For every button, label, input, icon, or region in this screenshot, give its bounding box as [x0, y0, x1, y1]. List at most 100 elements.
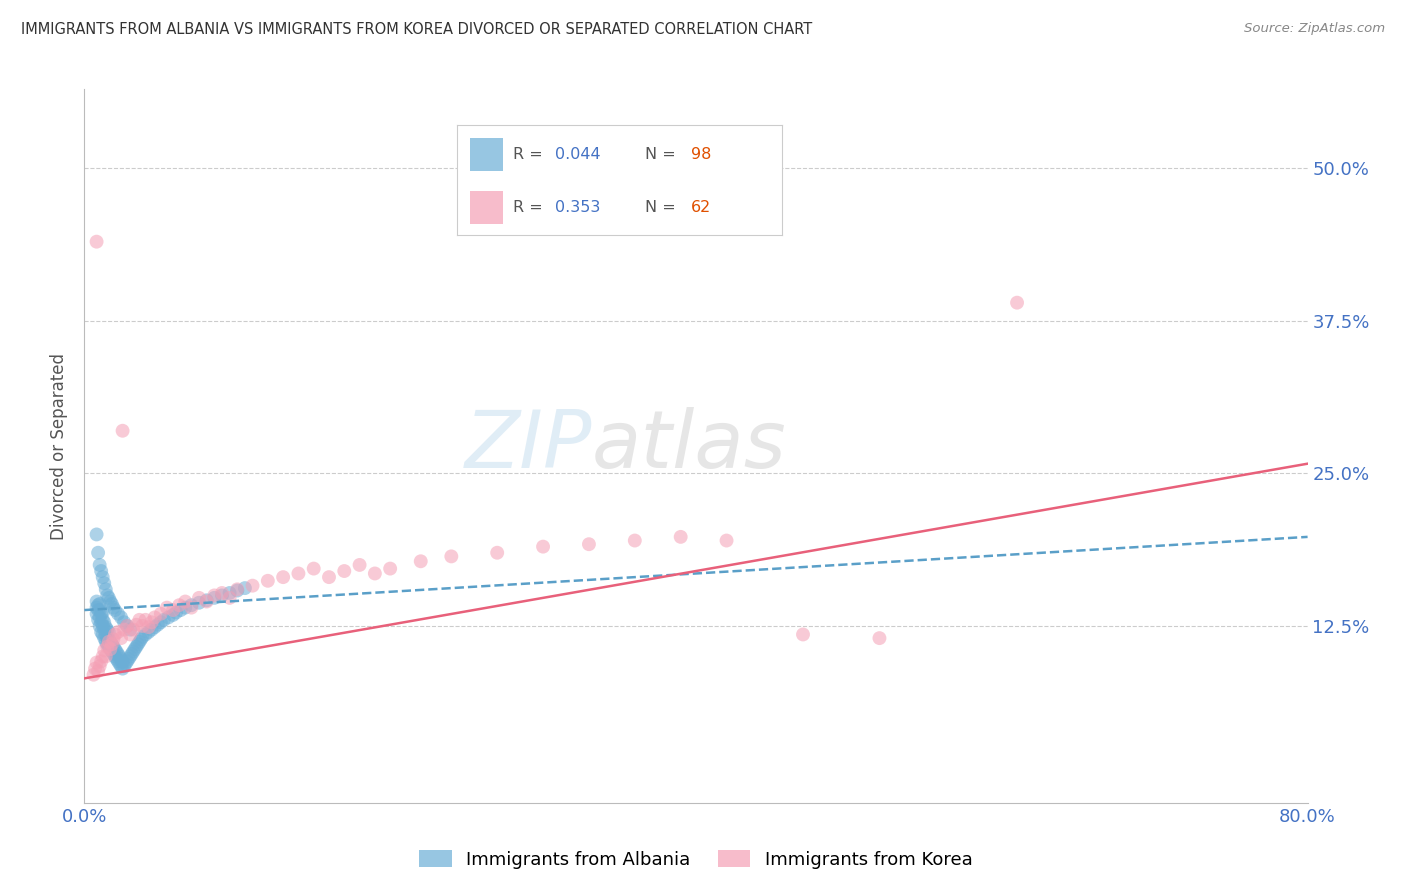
Point — [87, 598, 110, 612]
Point — [170, 603, 193, 617]
Point — [98, 594, 121, 608]
Point — [162, 607, 184, 622]
Point — [624, 533, 647, 548]
Point — [91, 606, 114, 620]
Point — [165, 606, 187, 620]
Point — [97, 591, 120, 605]
Point — [103, 647, 125, 661]
Point — [233, 581, 256, 595]
Point — [112, 615, 135, 630]
Point — [121, 647, 143, 661]
Point — [90, 615, 112, 630]
Point — [486, 546, 509, 560]
Point — [188, 591, 211, 605]
Point — [86, 656, 108, 670]
Point — [242, 579, 264, 593]
Point — [83, 667, 105, 681]
Point — [174, 594, 197, 608]
Point — [90, 654, 112, 668]
Point — [89, 610, 111, 624]
Point — [107, 654, 129, 668]
Point — [104, 649, 127, 664]
Point — [143, 620, 166, 634]
Point — [93, 576, 115, 591]
Point — [202, 589, 225, 603]
Text: IMMIGRANTS FROM ALBANIA VS IMMIGRANTS FROM KOREA DIVORCED OR SEPARATED CORRELATI: IMMIGRANTS FROM ALBANIA VS IMMIGRANTS FR… — [21, 22, 813, 37]
Point — [257, 574, 280, 588]
Point — [101, 637, 124, 651]
Point — [97, 634, 120, 648]
Point — [211, 586, 233, 600]
Point — [89, 603, 111, 617]
Point — [86, 607, 108, 621]
Point — [111, 424, 134, 438]
Point — [149, 607, 172, 621]
Point — [108, 657, 131, 671]
Point — [125, 617, 148, 632]
Point — [108, 649, 131, 664]
Point — [792, 627, 814, 641]
Point — [105, 652, 128, 666]
Point — [86, 594, 108, 608]
Point — [96, 630, 118, 644]
Point — [149, 615, 172, 630]
Point — [103, 632, 125, 647]
Point — [91, 570, 114, 584]
Point — [91, 619, 114, 633]
Point — [111, 662, 134, 676]
Point — [287, 566, 309, 581]
Point — [122, 623, 145, 637]
Point — [94, 649, 117, 664]
Y-axis label: Divorced or Separated: Divorced or Separated — [51, 352, 69, 540]
Point — [94, 582, 117, 597]
Point — [101, 644, 124, 658]
Text: Source: ZipAtlas.com: Source: ZipAtlas.com — [1244, 22, 1385, 36]
Point — [115, 619, 138, 633]
Point — [195, 593, 218, 607]
Text: atlas: atlas — [592, 407, 787, 485]
Point — [94, 634, 117, 648]
Point — [96, 589, 118, 603]
Point — [104, 627, 127, 641]
Point — [89, 558, 111, 572]
Point — [101, 597, 124, 611]
Point — [115, 619, 138, 633]
Point — [578, 537, 600, 551]
Point — [96, 637, 118, 651]
Point — [84, 662, 107, 676]
Point — [1005, 295, 1028, 310]
Point — [86, 527, 108, 541]
Point — [364, 566, 387, 581]
Point — [271, 570, 294, 584]
Point — [93, 623, 115, 637]
Point — [93, 631, 115, 645]
Point — [101, 637, 124, 651]
Point — [135, 627, 157, 641]
Point — [409, 554, 432, 568]
Point — [118, 652, 141, 666]
Point — [98, 642, 121, 657]
Point — [93, 615, 115, 630]
Point — [180, 598, 202, 612]
Point — [97, 640, 120, 654]
Point — [112, 659, 135, 673]
Point — [90, 625, 112, 640]
Point — [107, 607, 129, 621]
Point — [302, 561, 325, 575]
Point — [96, 640, 118, 654]
Point — [167, 598, 190, 612]
Point — [138, 620, 160, 634]
Point — [869, 631, 891, 645]
Point — [440, 549, 463, 564]
Point — [98, 642, 121, 657]
Text: ZIP: ZIP — [464, 407, 592, 485]
Point — [188, 596, 211, 610]
Point — [131, 619, 153, 633]
Point — [90, 607, 112, 621]
Point — [96, 623, 118, 637]
Legend: Immigrants from Albania, Immigrants from Korea: Immigrants from Albania, Immigrants from… — [412, 843, 980, 876]
Point — [104, 642, 127, 657]
Point — [129, 632, 152, 647]
Point — [110, 652, 132, 666]
Point — [128, 634, 150, 648]
